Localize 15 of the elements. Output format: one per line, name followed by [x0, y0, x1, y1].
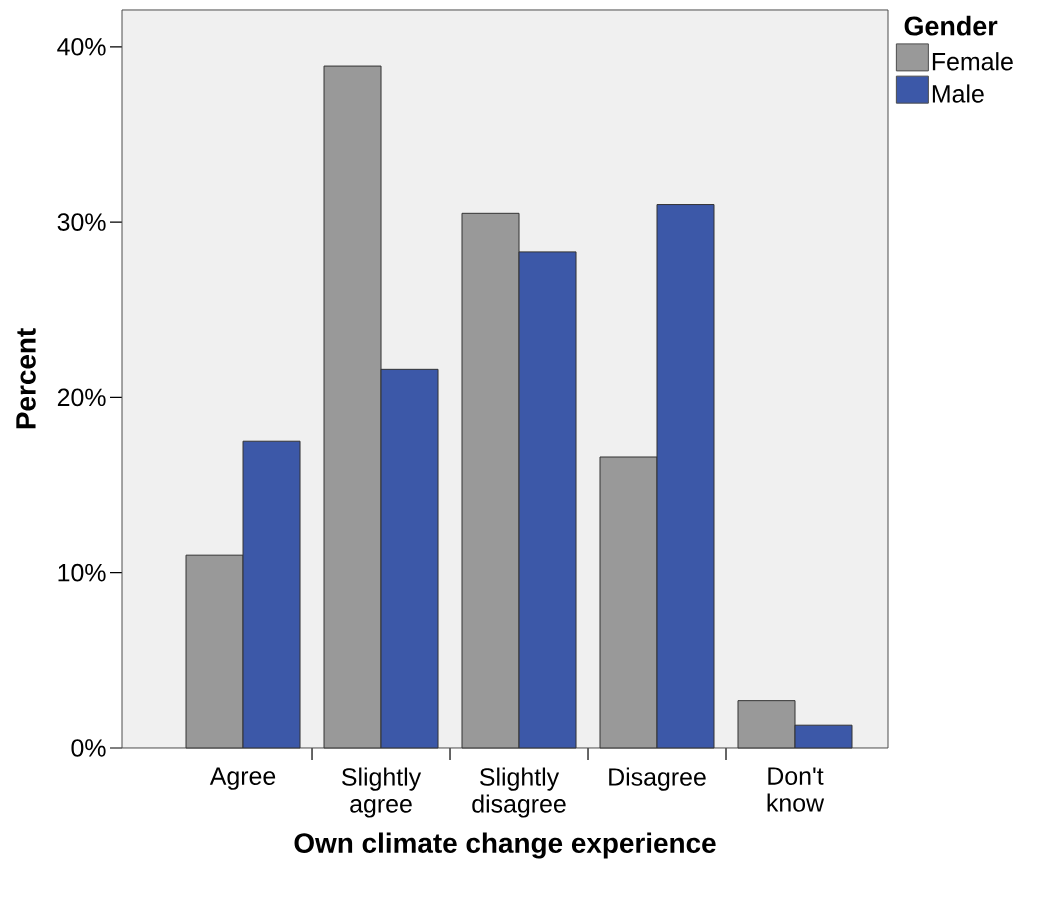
legend-label: Female — [932, 52, 1013, 71]
x-tick-label: Slightly agree — [342, 767, 422, 818]
y-tick-label: 20% — [57, 388, 106, 407]
x-axis-title: Own climate change experience — [294, 832, 716, 859]
x-tick-label: Agree — [209, 767, 276, 790]
y-tick-label: 0% — [71, 739, 106, 757]
legend-label: Male — [932, 84, 984, 103]
y-tick-label: 10% — [58, 563, 106, 582]
y-tick-label: 30% — [57, 213, 106, 231]
y-axis-title: Percent — [16, 328, 36, 429]
x-tick-label: Slightly disagree — [472, 767, 566, 818]
x-tick-label: Don't know — [767, 767, 825, 812]
x-tick-label: Disagree — [609, 767, 706, 791]
legend-title: Gender — [904, 15, 998, 36]
y-tick-label: 40% — [57, 37, 106, 56]
